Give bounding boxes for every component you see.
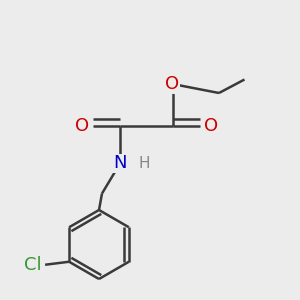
Text: H: H [139, 156, 150, 171]
Text: O: O [204, 117, 218, 135]
Text: N: N [113, 154, 127, 172]
Text: O: O [74, 117, 89, 135]
Text: O: O [165, 75, 180, 93]
Text: Cl: Cl [24, 256, 42, 274]
